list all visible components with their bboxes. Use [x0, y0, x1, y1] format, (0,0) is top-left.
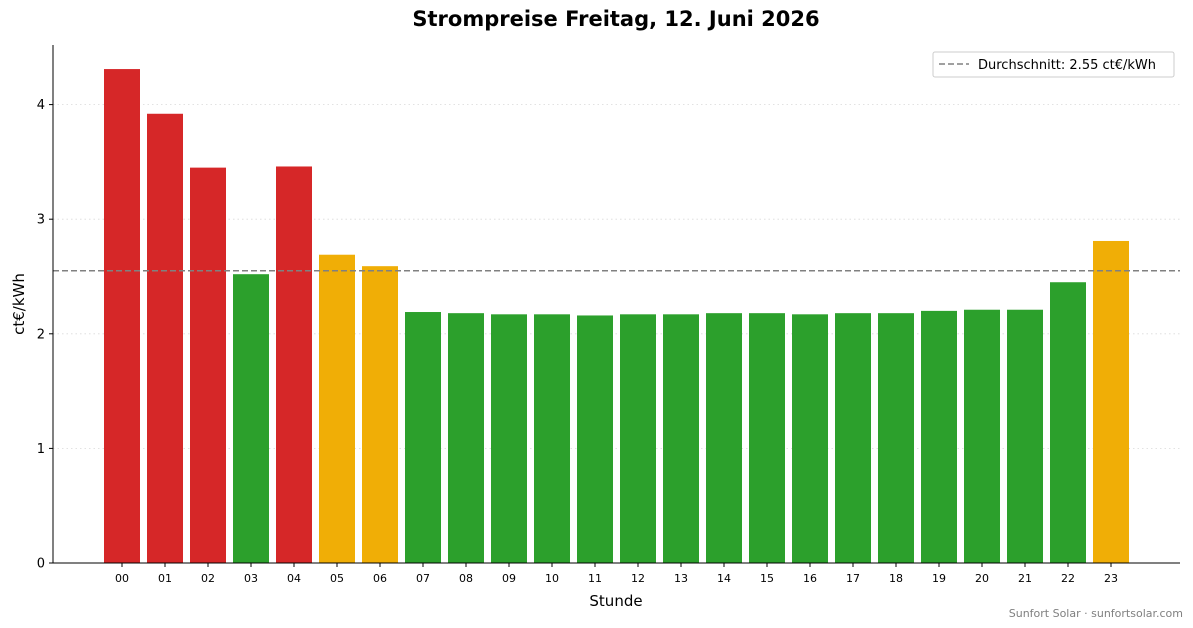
y-tick-label-1: 1: [37, 442, 45, 457]
credit-text: Sunfort Solar · sunfortsolar.com: [1009, 607, 1183, 620]
x-tick-label-08: 08: [459, 572, 473, 585]
y-gridlines: [53, 104, 1180, 449]
x-tick-label-13: 13: [674, 572, 688, 585]
x-tick-label-17: 17: [846, 572, 860, 585]
x-tick-label-16: 16: [803, 572, 817, 585]
bar-03: [233, 274, 269, 563]
x-tick-label-20: 20: [975, 572, 989, 585]
bar-10: [534, 314, 570, 563]
bar-23: [1093, 240, 1129, 563]
x-tick-label-15: 15: [760, 572, 774, 585]
legend: Durchschnitt: 2.55 ct€/kWh: [932, 51, 1175, 78]
bar-12: [620, 314, 656, 563]
x-tick-label-01: 01: [158, 572, 172, 585]
bar-02: [190, 167, 226, 563]
bar-20: [964, 309, 1000, 563]
x-tick-label-02: 02: [201, 572, 215, 585]
bar-18: [878, 313, 914, 563]
x-tick-label-14: 14: [717, 572, 731, 585]
legend-box: [932, 51, 1175, 78]
x-tick-label-21: 21: [1018, 572, 1032, 585]
bar-15: [749, 313, 785, 563]
x-tick-label-05: 05: [330, 572, 344, 585]
chart-title: Strompreise Freitag, 12. Juni 2026: [412, 7, 819, 31]
bar-16: [792, 314, 828, 563]
x-tick-label-04: 04: [287, 572, 301, 585]
bar-07: [405, 312, 441, 563]
bar-08: [448, 313, 484, 563]
axes: [52, 45, 1180, 564]
bar-11: [577, 315, 613, 563]
x-tick-label-18: 18: [889, 572, 903, 585]
bar-05: [319, 254, 355, 563]
x-tick-label-23: 23: [1104, 572, 1118, 585]
bar-13: [663, 314, 699, 563]
x-tick-label-12: 12: [631, 572, 645, 585]
y-tick-label-0: 0: [37, 557, 45, 572]
y-tick-label-4: 4: [37, 98, 45, 113]
y-tick-label-2: 2: [37, 327, 45, 342]
x-tick-label-22: 22: [1061, 572, 1075, 585]
bar-09: [491, 314, 527, 563]
bar-00: [104, 69, 140, 563]
x-tick-label-00: 00: [115, 572, 129, 585]
bars: [104, 69, 1129, 564]
x-tick-label-09: 09: [502, 572, 516, 585]
legend-average-label: Durchschnitt: 2.55 ct€/kWh: [978, 58, 1156, 73]
bar-04: [276, 166, 312, 563]
x-tick-label-11: 11: [588, 572, 602, 585]
y-tick-label-3: 3: [37, 213, 45, 228]
bar-22: [1050, 282, 1086, 563]
bar-17: [835, 313, 871, 563]
bar-01: [147, 113, 183, 564]
x-tick-label-06: 06: [373, 572, 387, 585]
x-tick-label-10: 10: [545, 572, 559, 585]
x-axis-label: Stunde: [589, 592, 642, 610]
bar-14: [706, 313, 742, 563]
y-axis-label: ct€/kWh: [10, 273, 28, 335]
y-ticks: 0 1 2 3 4: [37, 98, 53, 572]
x-tick-label-03: 03: [244, 572, 258, 585]
x-tick-label-19: 19: [932, 572, 946, 585]
bar-19: [921, 310, 957, 563]
x-tick-label-07: 07: [416, 572, 430, 585]
x-ticks: 00 01 02 03 04 05 06 07 08 09 10 11 12 13 14 15 16 17 18 19…: [115, 563, 1118, 585]
bar-06: [362, 266, 398, 563]
bar-21: [1007, 309, 1043, 563]
